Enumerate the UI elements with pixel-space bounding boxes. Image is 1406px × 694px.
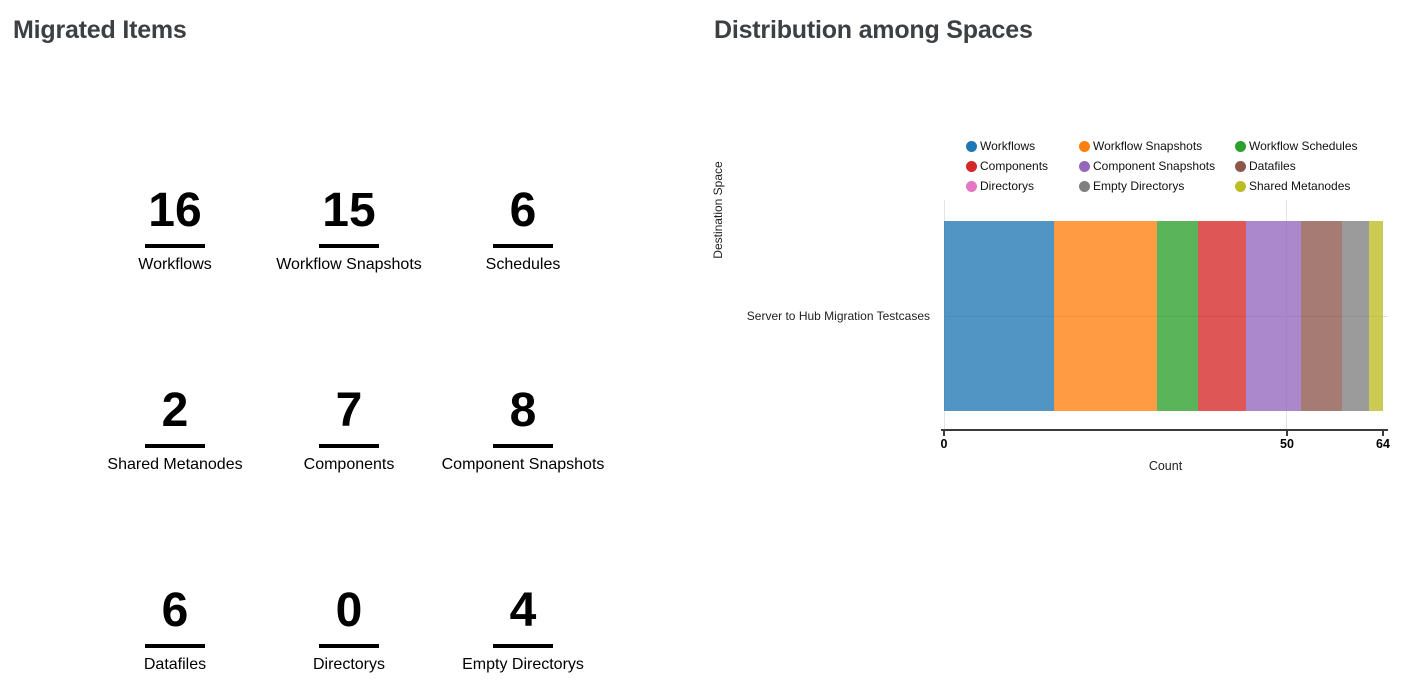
legend-item-workflow-snapshots[interactable]: Workflow Snapshots [1079,136,1235,156]
legend-item-shared-metanodes[interactable]: Shared Metanodes [1235,176,1405,196]
x-tick-label-64: 64 [1376,437,1390,451]
kpi-value: 7 [335,383,363,437]
legend-item-workflows[interactable]: Workflows [966,136,1079,156]
legend-label: Component Snapshots [1093,159,1216,173]
legend-item-components[interactable]: Components [966,156,1079,176]
legend-label: Empty Directorys [1093,179,1185,193]
legend-swatch-icon [966,140,977,152]
stacked-bar [944,221,1383,411]
kpi-value: 15 [322,183,376,237]
kpi-value: 4 [509,583,537,637]
x-tick-label-50: 50 [1280,437,1294,451]
kpi-value: 16 [148,183,202,237]
legend-item-datafiles[interactable]: Datafiles [1235,156,1405,176]
kpi-tile-shared-metanodes: 2 Shared Metanodes [88,330,262,530]
legend-label: Components [980,159,1049,173]
kpi-value: 0 [335,583,363,637]
x-tick-mark-64 [1382,431,1384,436]
legend-label: Shared Metanodes [1249,179,1351,193]
kpi-grid: 16 Workflows 15 Workflow Snapshots 6 Schedule… [88,130,610,694]
y-category-label: Server to Hub Migration Testcases [746,309,930,323]
kpi-label: Schedules [485,255,561,273]
kpi-label: Workflows [138,255,212,273]
kpi-tile-empty-directorys: 4 Empty Directorys [436,530,610,694]
kpi-label: Components [303,455,395,473]
kpi-tile-components: 7 Components [262,330,436,530]
x-tick-mark-50 [1286,431,1288,436]
legend-swatch-icon [966,160,977,172]
kpi-underline [145,243,205,248]
chart-legend: Workflows Workflow Snapshots Workflow Sche… [966,136,1405,196]
bar-segment-workflow-schedules[interactable] [1156,221,1198,411]
bar-segment-component-snapshots[interactable] [1245,221,1301,411]
legend-item-workflow-schedules[interactable]: Workflow Schedules [1235,136,1405,156]
legend-item-component-snapshots[interactable]: Component Snapshots [1079,156,1235,176]
bar-segment-workflow-snapshots[interactable] [1053,221,1157,411]
kpi-tile-component-snapshots: 8 Component Snapshots [436,330,610,530]
legend-item-directorys[interactable]: Directorys [966,176,1079,196]
kpi-value: 2 [161,383,189,437]
kpi-underline [145,643,205,648]
kpi-tile-schedules: 6 Schedules [436,130,610,330]
kpi-underline [493,243,553,248]
kpi-underline [493,643,553,648]
x-axis-title: Count [1148,459,1183,473]
legend-item-empty-directorys[interactable]: Empty Directorys [1079,176,1235,196]
kpi-label: Directorys [312,655,385,673]
x-axis-line [941,429,1388,431]
kpi-label: Component Snapshots [441,455,605,473]
legend-swatch-icon [1079,140,1090,152]
kpi-underline [319,443,379,448]
kpi-underline [319,643,379,648]
legend-label: Datafiles [1249,159,1296,173]
legend-label: Workflow Snapshots [1093,139,1203,153]
bar-segment-shared-metanodes[interactable] [1369,221,1383,411]
kpi-tile-datafiles: 6 Datafiles [88,530,262,694]
kpi-label: Shared Metanodes [107,455,243,473]
bar-segment-components[interactable] [1197,221,1246,411]
legend-swatch-icon [1079,160,1090,172]
bar-segment-empty-directorys[interactable] [1341,221,1370,411]
kpi-label: Workflow Snapshots [276,255,422,273]
legend-swatch-icon [1079,180,1090,192]
kpi-underline [145,443,205,448]
legend-label: Workflow Schedules [1249,139,1358,153]
x-tick-label-0: 0 [940,437,948,451]
y-axis-title: Destination Space [711,161,725,259]
kpi-tile-workflows: 16 Workflows [88,130,262,330]
kpi-label: Empty Directorys [462,655,584,673]
distribution-title: Distribution among Spaces [714,16,1033,44]
kpi-value: 8 [509,383,537,437]
migrated-items-title: Migrated Items [13,16,187,44]
kpi-value: 6 [161,583,189,637]
kpi-underline [319,243,379,248]
legend-label: Directorys [980,179,1035,193]
legend-swatch-icon [1235,160,1246,172]
legend-swatch-icon [1235,140,1246,152]
legend-swatch-icon [1235,180,1246,192]
x-tick-mark-0 [943,431,945,436]
bar-segment-workflows[interactable] [944,221,1054,411]
kpi-tile-directorys: 0 Directorys [262,530,436,694]
kpi-label: Datafiles [143,655,207,673]
bar-segment-datafiles[interactable] [1300,221,1342,411]
legend-swatch-icon [966,180,977,192]
kpi-value: 6 [509,183,537,237]
kpi-tile-workflow-snapshots: 15 Workflow Snapshots [262,130,436,330]
legend-label: Workflows [980,139,1036,153]
kpi-underline [493,443,553,448]
